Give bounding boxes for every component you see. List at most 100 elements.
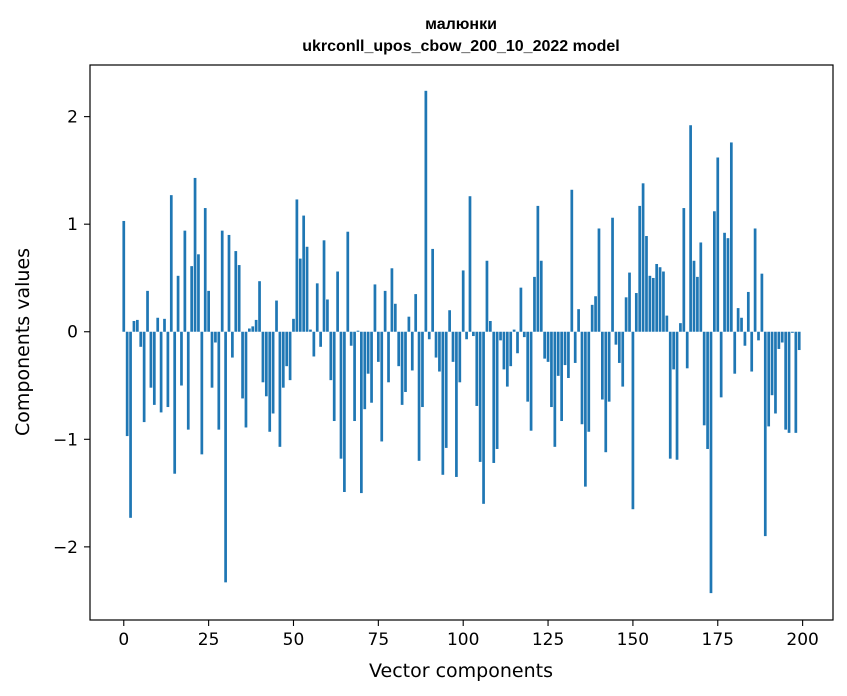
x-axis-label: Vector components bbox=[369, 660, 553, 682]
bar bbox=[176, 275, 180, 332]
bar bbox=[478, 331, 482, 462]
bar bbox=[787, 331, 791, 433]
bar bbox=[519, 287, 523, 332]
bar bbox=[614, 331, 618, 345]
bar bbox=[784, 331, 788, 430]
bar bbox=[750, 331, 754, 372]
bar bbox=[594, 296, 597, 332]
bar bbox=[601, 331, 604, 400]
bar bbox=[746, 291, 750, 332]
bar bbox=[794, 331, 798, 433]
bar bbox=[193, 177, 197, 332]
bar bbox=[590, 304, 594, 332]
bar bbox=[760, 273, 764, 332]
bar bbox=[326, 299, 329, 332]
bar bbox=[380, 331, 384, 442]
bar bbox=[159, 331, 163, 413]
bar bbox=[655, 263, 659, 332]
bar bbox=[546, 331, 550, 362]
bar bbox=[349, 331, 353, 346]
plot-frame bbox=[89, 64, 834, 621]
bar bbox=[709, 331, 713, 594]
bar bbox=[465, 331, 468, 340]
bar bbox=[658, 267, 662, 332]
bar bbox=[675, 331, 679, 460]
bar bbox=[414, 294, 418, 332]
bar bbox=[570, 189, 574, 332]
bar bbox=[550, 331, 553, 408]
bar bbox=[261, 331, 265, 383]
bar bbox=[797, 331, 801, 351]
bar bbox=[743, 331, 747, 346]
bar bbox=[393, 303, 397, 332]
bar bbox=[638, 205, 642, 332]
bar bbox=[475, 331, 479, 406]
bar bbox=[584, 331, 587, 487]
bar bbox=[488, 320, 492, 332]
bar bbox=[427, 331, 431, 340]
bar bbox=[298, 258, 302, 332]
x-tick-label: 50 bbox=[283, 630, 305, 650]
bar bbox=[142, 331, 146, 423]
y-axis-ticks: −2 −1 0 1 2 bbox=[53, 108, 90, 558]
bar bbox=[383, 290, 387, 332]
bar bbox=[339, 331, 343, 459]
bar bbox=[220, 230, 224, 332]
bar bbox=[604, 331, 608, 453]
bar bbox=[682, 208, 686, 332]
bar bbox=[611, 217, 614, 332]
bar bbox=[373, 284, 377, 332]
bar bbox=[410, 331, 414, 371]
bar bbox=[780, 331, 784, 343]
bar bbox=[648, 275, 652, 332]
x-tick-label: 200 bbox=[786, 630, 818, 650]
bar bbox=[146, 290, 149, 332]
bar bbox=[689, 125, 692, 332]
bar bbox=[315, 283, 319, 332]
bar bbox=[597, 228, 601, 332]
y-axis-label: Components values bbox=[12, 248, 34, 436]
bar bbox=[729, 142, 733, 332]
bar bbox=[438, 331, 441, 372]
bar bbox=[448, 310, 451, 332]
bar bbox=[753, 228, 757, 332]
bar bbox=[733, 331, 737, 374]
bar bbox=[539, 260, 543, 332]
bar bbox=[529, 331, 533, 431]
bar bbox=[271, 331, 275, 414]
bar bbox=[516, 331, 519, 354]
bar bbox=[573, 331, 577, 363]
bar bbox=[441, 331, 445, 475]
bar bbox=[716, 157, 720, 332]
bar bbox=[641, 183, 645, 332]
bar bbox=[241, 331, 244, 399]
bar bbox=[509, 331, 513, 367]
bar bbox=[458, 331, 462, 383]
bar bbox=[254, 319, 258, 332]
bar bbox=[285, 331, 289, 367]
bar bbox=[197, 254, 200, 332]
bar bbox=[736, 308, 740, 332]
bar bbox=[397, 331, 401, 367]
bar bbox=[499, 331, 502, 341]
bar bbox=[135, 319, 139, 332]
bar bbox=[390, 268, 394, 332]
bar bbox=[740, 317, 743, 332]
bar bbox=[231, 331, 234, 358]
bar bbox=[302, 215, 306, 332]
bar bbox=[526, 331, 530, 402]
bar bbox=[580, 331, 584, 425]
bar bbox=[777, 331, 781, 349]
bar bbox=[376, 331, 380, 362]
bar bbox=[553, 331, 557, 447]
bar bbox=[723, 232, 726, 332]
bar bbox=[668, 331, 672, 459]
bar bbox=[757, 331, 760, 341]
bar bbox=[152, 331, 156, 405]
bar bbox=[353, 331, 356, 422]
bar bbox=[662, 271, 665, 332]
bar bbox=[468, 196, 472, 332]
bar bbox=[190, 266, 194, 332]
y-tick-label: −2 bbox=[53, 538, 78, 558]
bar bbox=[696, 276, 699, 332]
